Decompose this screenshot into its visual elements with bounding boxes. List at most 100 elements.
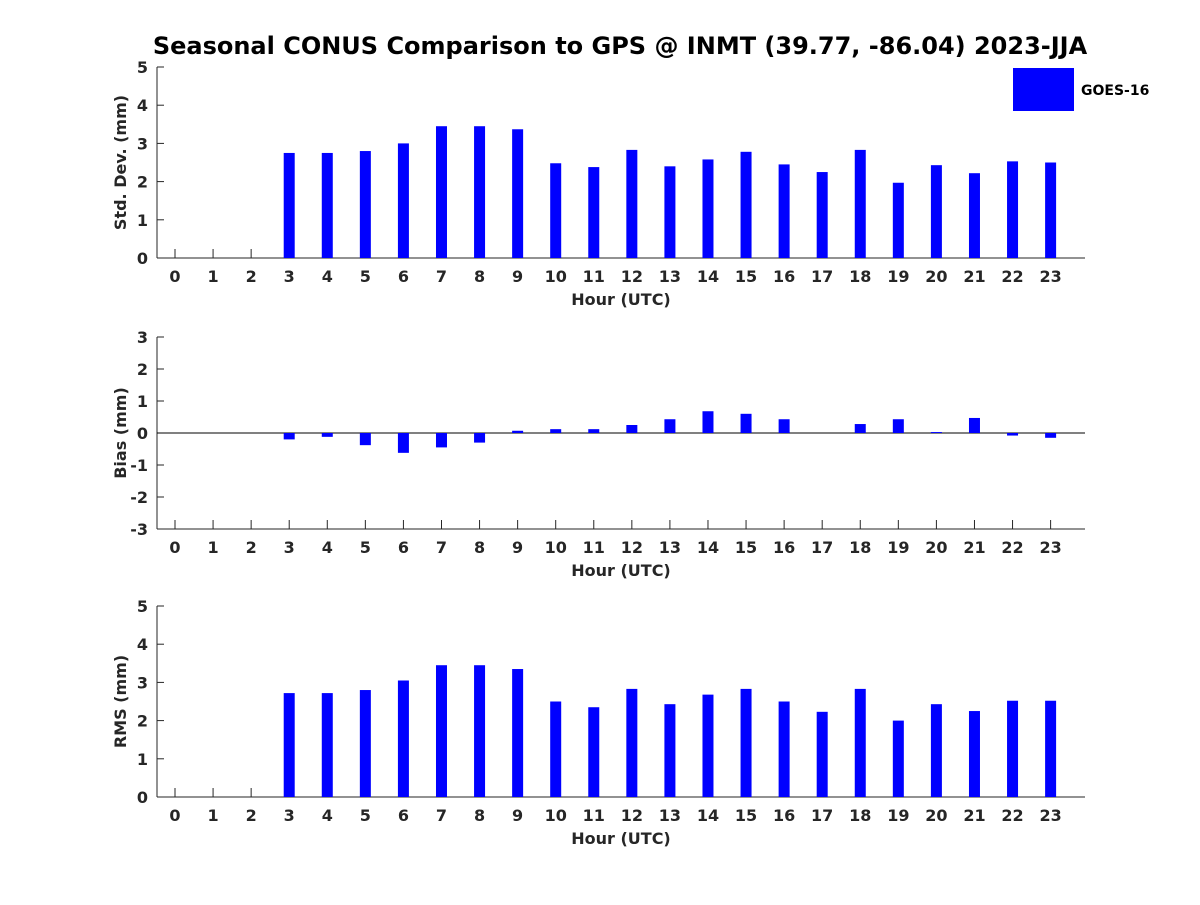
std-dev-bar xyxy=(778,164,790,258)
bias-y-tick-label: -2 xyxy=(130,488,148,507)
std-dev-x-tick-label: 14 xyxy=(697,267,719,286)
bias-x-tick-label: 0 xyxy=(169,538,180,557)
bias-x-tick-label: 4 xyxy=(322,538,333,557)
rms-bar xyxy=(550,701,562,797)
rms-x-tick-label: 1 xyxy=(207,806,218,825)
rms-y-axis-label: RMS (mm) xyxy=(111,655,130,748)
std-dev-x-tick-label: 8 xyxy=(474,267,485,286)
rms-x-tick-label: 13 xyxy=(659,806,681,825)
rms-x-tick-label: 16 xyxy=(773,806,795,825)
bias-bar xyxy=(1045,433,1057,438)
rms-y-tick-label: 2 xyxy=(137,712,148,731)
rms-bar xyxy=(1045,700,1057,797)
std-dev-x-tick-label: 18 xyxy=(849,267,871,286)
rms-x-tick-label: 23 xyxy=(1039,806,1061,825)
bias-x-tick-label: 5 xyxy=(360,538,371,557)
std-dev-bar xyxy=(626,149,638,258)
std-dev-x-tick-label: 7 xyxy=(436,267,447,286)
rms-x-tick-label: 18 xyxy=(849,806,871,825)
bias-x-tick-label: 19 xyxy=(887,538,909,557)
bias-x-tick-label: 23 xyxy=(1039,538,1061,557)
bias-x-tick-label: 10 xyxy=(545,538,567,557)
chart-title: Seasonal CONUS Comparison to GPS @ INMT … xyxy=(153,32,1088,60)
rms-y-tick-label: 5 xyxy=(137,597,148,616)
bias-bar xyxy=(626,425,638,433)
std-dev-x-tick-label: 13 xyxy=(659,267,681,286)
rms-x-axis-label: Hour (UTC) xyxy=(571,829,671,848)
bias-y-tick-label: 1 xyxy=(137,392,148,411)
std-dev-x-tick-label: 10 xyxy=(545,267,567,286)
bias-x-tick-label: 22 xyxy=(1001,538,1023,557)
rms-x-tick-label: 22 xyxy=(1001,806,1023,825)
bias-y-tick-label: 3 xyxy=(137,328,148,347)
rms-bar xyxy=(930,704,942,797)
rms-bar xyxy=(968,711,980,797)
bias-bar xyxy=(702,411,714,433)
bias-bar xyxy=(359,433,371,446)
std-dev-y-tick-label: 2 xyxy=(137,173,148,192)
rms-x-tick-label: 5 xyxy=(360,806,371,825)
rms-y-tick-label: 0 xyxy=(137,788,148,807)
std-dev-y-tick-label: 1 xyxy=(137,211,148,230)
bias-x-tick-label: 15 xyxy=(735,538,757,557)
std-dev-bar xyxy=(359,151,371,258)
bias-bar xyxy=(1007,433,1019,436)
bias-x-tick-label: 1 xyxy=(207,538,218,557)
rms-bar xyxy=(626,688,638,797)
std-dev-bar xyxy=(474,126,486,259)
std-dev-x-tick-label: 22 xyxy=(1001,267,1023,286)
rms-x-tick-label: 6 xyxy=(398,806,409,825)
bias-x-tick-label: 9 xyxy=(512,538,523,557)
std-dev-bar xyxy=(588,167,600,258)
bias-x-tick-label: 17 xyxy=(811,538,833,557)
rms-x-tick-label: 20 xyxy=(925,806,947,825)
bias-bar xyxy=(321,433,333,437)
bias-bar xyxy=(968,417,980,433)
rms-bar xyxy=(778,701,790,797)
std-dev-bar xyxy=(816,172,828,258)
bias-bar xyxy=(664,419,676,433)
bias-x-tick-label: 21 xyxy=(963,538,985,557)
bias-x-tick-label: 12 xyxy=(621,538,643,557)
rms-x-tick-label: 2 xyxy=(246,806,257,825)
std-dev-bar xyxy=(854,149,866,258)
bias-bar xyxy=(930,432,942,433)
rms-bar xyxy=(359,690,371,797)
rms-bar xyxy=(435,665,447,797)
bias-y-tick-label: -1 xyxy=(130,456,148,475)
bias-bar xyxy=(740,413,752,433)
legend: GOES-16 xyxy=(1013,68,1149,111)
bias-y-tick-label: 2 xyxy=(137,360,148,379)
std-dev-bar xyxy=(1007,161,1019,258)
bias-y-tick-label: 0 xyxy=(137,424,148,443)
std-dev-bar xyxy=(512,129,524,258)
rms-bar xyxy=(1007,700,1019,797)
bias-bar xyxy=(550,429,562,433)
std-dev-x-tick-label: 17 xyxy=(811,267,833,286)
bias-bar xyxy=(512,430,524,433)
std-dev-x-tick-label: 11 xyxy=(583,267,605,286)
rms-x-tick-label: 21 xyxy=(963,806,985,825)
std-dev-bar xyxy=(283,152,295,258)
rms-bar xyxy=(321,693,333,797)
std-dev-bar xyxy=(664,166,676,258)
std-dev-x-tick-label: 4 xyxy=(322,267,333,286)
std-dev-x-tick-label: 2 xyxy=(246,267,257,286)
std-dev-x-tick-label: 6 xyxy=(398,267,409,286)
std-dev-bar xyxy=(892,182,904,258)
bias-bar xyxy=(778,419,790,433)
rms-y-tick-label: 4 xyxy=(137,635,148,654)
rms-x-tick-label: 10 xyxy=(545,806,567,825)
rms-bar xyxy=(892,720,904,797)
legend-label: GOES-16 xyxy=(1081,83,1149,99)
std-dev-bar xyxy=(968,173,980,258)
rms-x-tick-label: 8 xyxy=(474,806,485,825)
rms-bar xyxy=(512,669,524,797)
bias-bar xyxy=(435,433,447,448)
rms-bar xyxy=(397,680,409,797)
bias-bar xyxy=(474,433,486,443)
std-dev-x-axis-label: Hour (UTC) xyxy=(571,290,671,309)
